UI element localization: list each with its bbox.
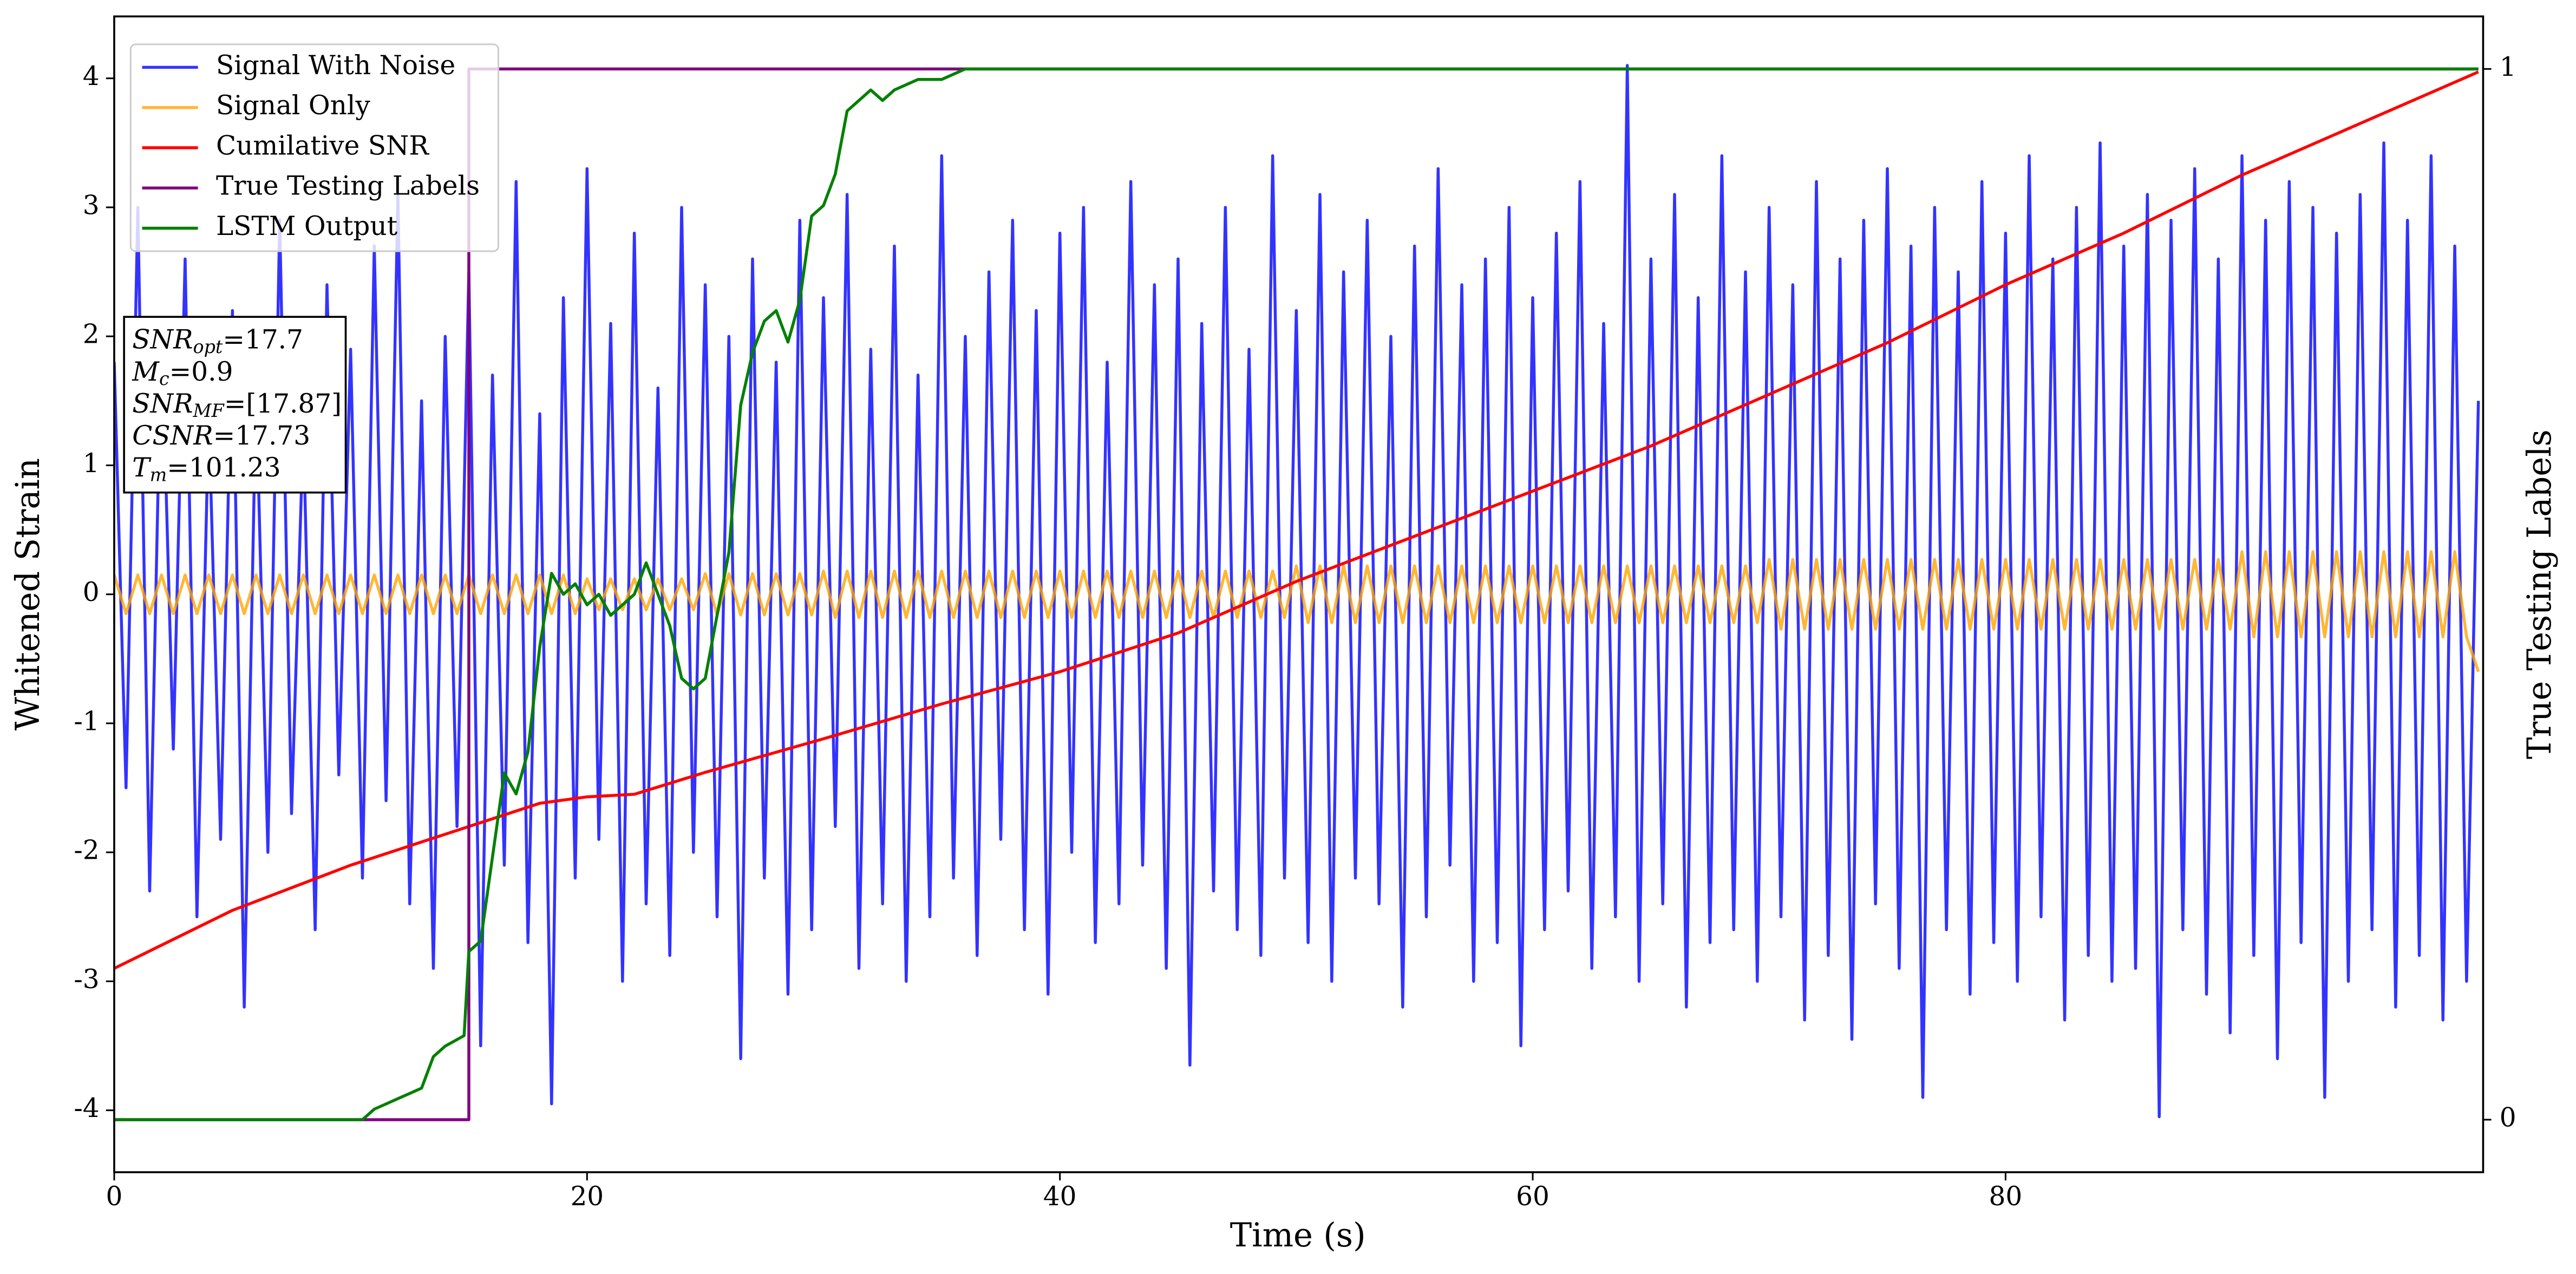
x-tick-label: 20 bbox=[570, 1181, 604, 1212]
y-tick-label: 3 bbox=[83, 190, 100, 220]
annotation-line: SNRMF=[17.87] bbox=[132, 388, 342, 421]
annotation-value: =17.7 bbox=[223, 324, 303, 355]
annotation-subscript: MF bbox=[193, 400, 225, 421]
x-tick-label: 80 bbox=[1989, 1181, 2023, 1212]
annotation-symbol: M bbox=[132, 356, 160, 387]
annotation: SNRopt=17.7Mc=0.9SNRMF=[17.87]CSNR=17.73… bbox=[123, 316, 347, 494]
y-tick-label: 0 bbox=[83, 577, 100, 607]
x-tick-label: 60 bbox=[1516, 1181, 1549, 1212]
annotation-value: =101.23 bbox=[167, 453, 280, 483]
x-axis-label: Time (s) bbox=[1230, 1217, 1366, 1255]
annotation-symbol: CSNR bbox=[132, 421, 213, 451]
x-tick-label: 40 bbox=[1043, 1181, 1077, 1212]
x-tick-label: 0 bbox=[106, 1181, 123, 1212]
series-line bbox=[114, 70, 2479, 970]
y-tick-label: -3 bbox=[74, 964, 99, 995]
annotation-line: CSNR=17.73 bbox=[132, 421, 310, 451]
annotation-value: =17.73 bbox=[213, 421, 310, 451]
annotation-symbol: SNR bbox=[132, 324, 193, 355]
annotation-symbol: T bbox=[132, 453, 152, 483]
y-tick-label: -1 bbox=[74, 706, 99, 736]
plot-area bbox=[114, 64, 2480, 1121]
y-tick-label: -2 bbox=[74, 835, 99, 866]
annotation-line: Tm=101.23 bbox=[132, 453, 280, 486]
y2-tick-label: 1 bbox=[2500, 52, 2516, 82]
y-tick-label: 2 bbox=[83, 319, 100, 350]
legend-label: Signal With Noise bbox=[216, 50, 455, 81]
y2-tick-label: 0 bbox=[2500, 1102, 2516, 1133]
annotation-line: Mc=0.9 bbox=[132, 356, 233, 389]
legend-box bbox=[129, 43, 500, 252]
y-tick-label: 1 bbox=[83, 448, 100, 479]
series-line bbox=[114, 67, 2479, 1121]
y2-axis-label: True Testing Labels bbox=[2521, 429, 2559, 759]
annotation-value: =[17.87] bbox=[224, 388, 342, 419]
legend-label: LSTM Output bbox=[216, 211, 398, 241]
legend-label: Signal Only bbox=[216, 90, 370, 121]
legend: Signal With Noise Signal Only Cumilative S… bbox=[129, 43, 500, 252]
annotation-subscript: c bbox=[159, 368, 169, 389]
annotation-value: =0.9 bbox=[169, 356, 233, 387]
legend-label: Cumilative SNR bbox=[216, 130, 429, 161]
annotation-subscript: opt bbox=[193, 336, 223, 357]
annotation-symbol: SNR bbox=[132, 388, 193, 419]
annotation-subscript: m bbox=[150, 464, 167, 485]
series-line bbox=[114, 64, 2480, 1119]
annotation-line: SNRopt=17.7 bbox=[132, 324, 303, 357]
y-tick-label: 4 bbox=[83, 61, 100, 92]
legend-label: True Testing Labels bbox=[216, 171, 480, 201]
y-axis-label: Whitened Strain bbox=[9, 458, 47, 730]
annotation-box bbox=[123, 316, 347, 494]
y-tick-label: -4 bbox=[74, 1093, 99, 1123]
series-line bbox=[114, 550, 2480, 672]
